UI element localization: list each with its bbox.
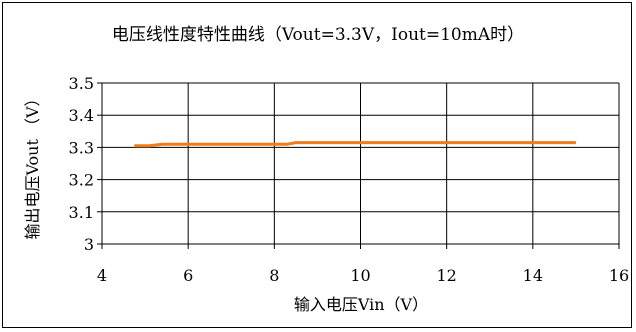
y-tick-label-4: 3.4 [69,106,94,125]
y-tick-label-0: 3 [84,235,94,254]
y-tick-label-1: 3.1 [69,203,94,222]
x-tick-label-0: 4 [97,266,107,285]
series-line-0 [134,141,576,148]
x-axis-label: 输入电压Vin（V） [294,295,428,314]
y-tick-label-2: 3.2 [69,171,94,190]
chart-title: 电压线性度特性曲线（Vout=3.3V，Iout=10mA时） [112,25,524,45]
y-tick-label-3: 3.3 [69,138,94,157]
x-tick-label-6: 16 [609,266,629,285]
y-axis-label: 输出电压Vout （V） [23,90,42,239]
x-tick-label-1: 6 [183,266,193,285]
chart-frame [2,2,632,328]
x-tick-label-4: 12 [436,266,456,285]
plot-area: 4 6 8 10 12 14 16 3 3.1 3.2 3.3 3.4 3.5 [69,74,630,285]
x-tick-label-2: 8 [269,266,279,285]
x-tick-label-3: 10 [350,266,370,285]
y-tick-label-5: 3.5 [69,74,94,93]
x-tick-label-5: 14 [523,266,543,285]
